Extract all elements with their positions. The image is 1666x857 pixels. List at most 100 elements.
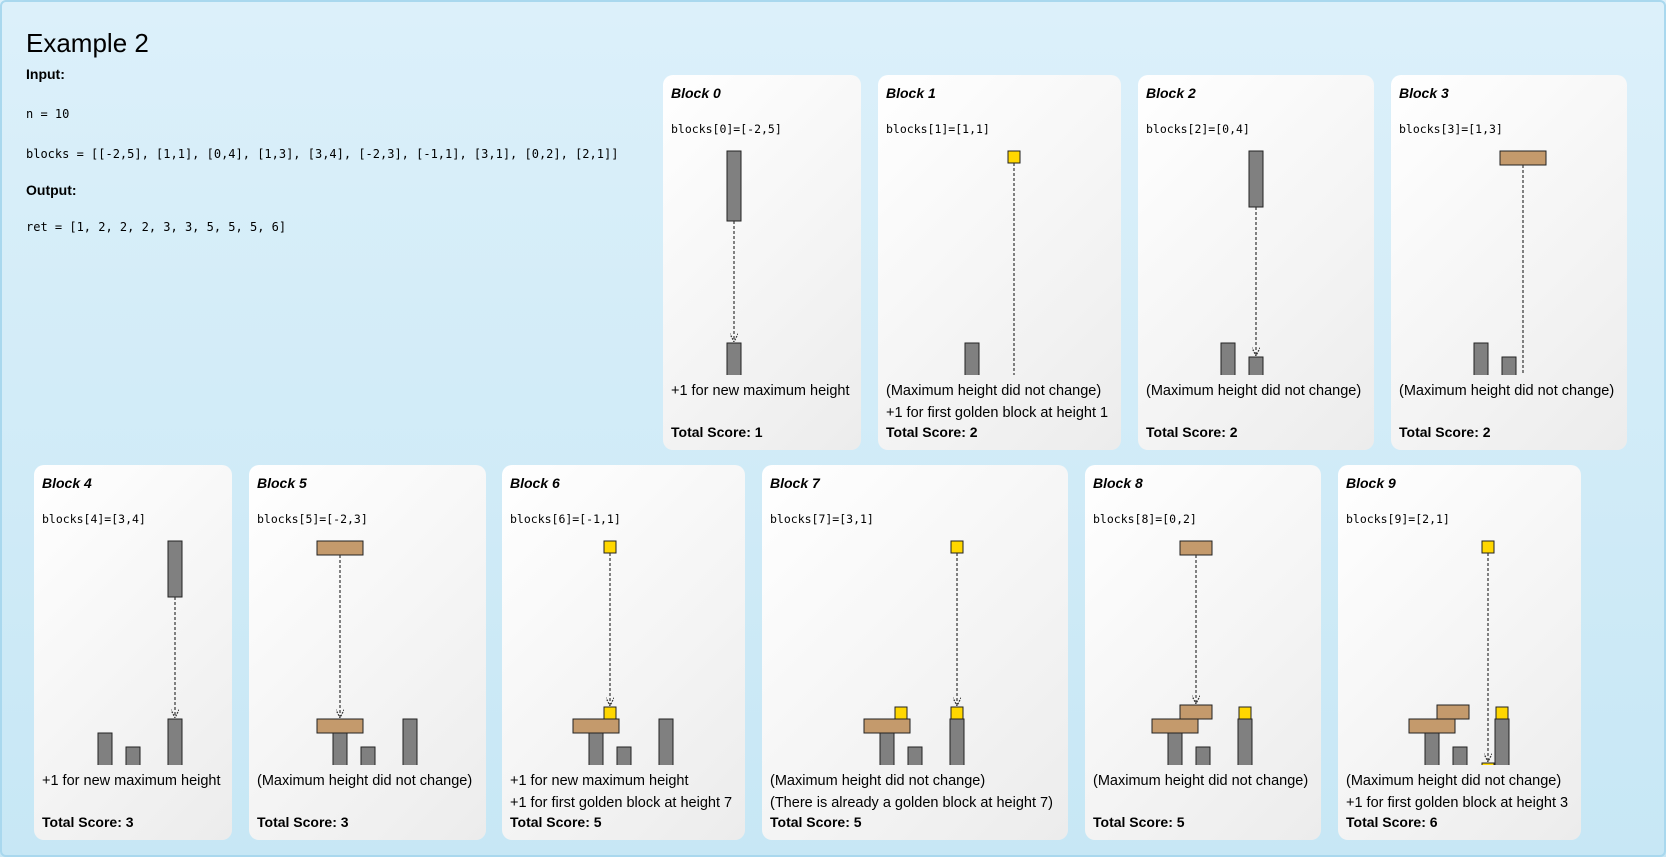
block-card: Block 7 blocks[7]=[3,1] 0 (Maximum height d… <box>762 465 1068 840</box>
card-note: (Maximum height did not change) <box>257 773 473 789</box>
card-title: Block 5 <box>257 475 307 491</box>
block-diagram: 0 <box>1473 150 1547 375</box>
falling-block <box>1499 150 1547 166</box>
placed-block <box>572 718 620 734</box>
placed-block <box>588 732 604 765</box>
card-expression: blocks[9]=[2,1] <box>1346 512 1450 526</box>
block-diagram: 0 <box>726 150 742 375</box>
block-card: Block 6 blocks[6]=[-1,1] 0 +1 for new maxim… <box>502 465 745 840</box>
total-score: Total Score: 5 <box>1093 814 1185 830</box>
landed-block <box>726 342 742 375</box>
total-score: Total Score: 5 <box>510 814 602 830</box>
block-diagram: 0 <box>1151 540 1253 765</box>
falling-block <box>1248 150 1264 208</box>
falling-block <box>1481 540 1495 554</box>
blocks-line: blocks = [[-2,5], [1,1], [0,4], [1,3], [… <box>26 147 619 161</box>
total-score: Total Score: 1 <box>671 424 763 440</box>
block-card: Block 5 blocks[5]=[-2,3] 0 (Maximum height … <box>249 465 486 840</box>
landed-block <box>950 706 964 720</box>
total-score: Total Score: 6 <box>1346 814 1438 830</box>
card-title: Block 7 <box>770 475 820 491</box>
card-note: (Maximum height did not change) <box>1399 383 1615 399</box>
total-score: Total Score: 3 <box>42 814 134 830</box>
card-expression: blocks[3]=[1,3] <box>1399 122 1503 136</box>
placed-block <box>863 718 911 734</box>
card-title: Block 0 <box>671 85 721 101</box>
placed-block <box>125 746 141 765</box>
landed-block <box>316 718 364 734</box>
placed-block <box>1237 718 1253 765</box>
card-note: +1 for first golden block at height 1 <box>886 405 1109 421</box>
total-score: Total Score: 2 <box>1146 424 1238 440</box>
card-expression: blocks[6]=[-1,1] <box>510 512 621 526</box>
falling-block <box>1007 150 1021 164</box>
placed-block <box>658 718 674 765</box>
falling-block <box>950 540 964 554</box>
placed-block <box>1495 706 1509 720</box>
card-note: +1 for new maximum height <box>510 773 689 789</box>
card-note: (There is already a golden block at heig… <box>770 795 1053 811</box>
card-expression: blocks[4]=[3,4] <box>42 512 146 526</box>
block-card: Block 9 blocks[9]=[2,1] 0 (Maximum height d… <box>1338 465 1581 840</box>
placed-block <box>1167 732 1183 765</box>
block-diagram: 0 <box>316 540 418 765</box>
placed-block <box>964 342 980 375</box>
total-score: Total Score: 3 <box>257 814 349 830</box>
landed-block <box>1481 762 1495 765</box>
placed-block <box>1220 342 1236 375</box>
page-title: Example 2 <box>26 28 149 58</box>
total-score: Total Score: 2 <box>1399 424 1491 440</box>
card-title: Block 4 <box>42 475 92 491</box>
placed-block <box>332 732 348 765</box>
block-diagram: 0 <box>1408 540 1510 765</box>
placed-block <box>894 706 908 720</box>
block-card: Block 3 blocks[3]=[1,3] 0 (Maximum height d… <box>1391 75 1627 450</box>
block-card: Block 1 blocks[1]=[1,1] 0 (Maximum height d… <box>878 75 1121 450</box>
block-diagram: 0 <box>964 150 1021 375</box>
placed-block <box>1473 342 1489 375</box>
falling-block <box>1179 540 1213 556</box>
landed-block <box>1179 704 1213 720</box>
block-diagram: 0 <box>1220 150 1264 375</box>
card-note: (Maximum height did not change) <box>770 773 986 789</box>
placed-block <box>1494 718 1510 765</box>
placed-block <box>616 746 632 765</box>
block-diagram: 0 <box>572 540 674 765</box>
card-note: +1 for first golden block at height 3 <box>1346 795 1569 811</box>
placed-block <box>1238 706 1252 720</box>
block-diagram: 0 <box>863 540 965 765</box>
landed-block <box>167 718 183 765</box>
card-note: (Maximum height did not change) <box>1093 773 1309 789</box>
card-expression: blocks[5]=[-2,3] <box>257 512 368 526</box>
card-note: +1 for new maximum height <box>671 383 850 399</box>
card-expression: blocks[7]=[3,1] <box>770 512 874 526</box>
placed-block <box>1424 732 1440 765</box>
placed-block <box>1501 356 1517 375</box>
card-title: Block 9 <box>1346 475 1396 491</box>
block-card: Block 8 blocks[8]=[0,2] 0 (Maximum height d… <box>1085 465 1321 840</box>
block-diagram: 0 <box>97 540 183 765</box>
falling-block <box>316 540 364 556</box>
placed-block <box>97 732 113 765</box>
n-line: n = 10 <box>26 107 70 121</box>
placed-block <box>1195 746 1211 765</box>
placed-block <box>1452 746 1468 765</box>
falling-block <box>726 150 742 222</box>
placed-block <box>949 718 965 765</box>
card-expression: blocks[8]=[0,2] <box>1093 512 1197 526</box>
card-note: (Maximum height did not change) <box>1146 383 1362 399</box>
placed-block <box>360 746 376 765</box>
total-score: Total Score: 5 <box>770 814 862 830</box>
landed-block <box>603 706 617 720</box>
card-title: Block 3 <box>1399 85 1449 101</box>
card-expression: blocks[0]=[-2,5] <box>671 122 782 136</box>
block-card: Block 2 blocks[2]=[0,4] 0 (Maximum height d… <box>1138 75 1374 450</box>
placed-block <box>879 732 895 765</box>
card-note: (Maximum height did not change) <box>886 383 1102 399</box>
card-note: +1 for new maximum height <box>42 773 221 789</box>
output-label: Output: <box>26 182 77 198</box>
falling-block <box>167 540 183 598</box>
card-title: Block 6 <box>510 475 560 491</box>
card-note: +1 for first golden block at height 7 <box>510 795 733 811</box>
